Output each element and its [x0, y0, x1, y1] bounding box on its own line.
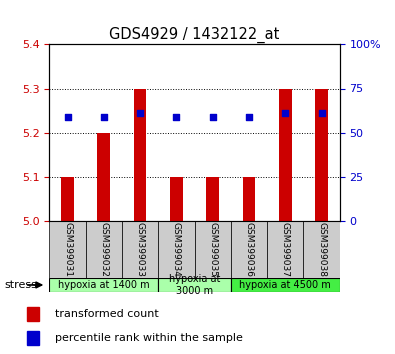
Bar: [49, 221, 86, 278]
Bar: [315, 88, 328, 221]
Text: GSM399038: GSM399038: [317, 222, 326, 277]
Bar: [61, 177, 74, 221]
Text: hypoxia at
3000 m: hypoxia at 3000 m: [169, 274, 220, 296]
Text: GSM399032: GSM399032: [99, 222, 108, 277]
Point: [246, 114, 252, 120]
Text: GSM399035: GSM399035: [208, 222, 217, 277]
Point: [64, 114, 71, 120]
Bar: [158, 278, 231, 292]
Bar: [170, 177, 183, 221]
Text: transformed count: transformed count: [55, 309, 159, 319]
Point: [173, 114, 180, 120]
Point: [209, 114, 216, 120]
Bar: [303, 221, 340, 278]
Bar: [49, 278, 158, 292]
Text: GSM399036: GSM399036: [245, 222, 254, 277]
Bar: [27, 331, 39, 345]
Bar: [134, 88, 147, 221]
Text: percentile rank within the sample: percentile rank within the sample: [55, 333, 243, 343]
Text: hypoxia at 1400 m: hypoxia at 1400 m: [58, 280, 150, 290]
Title: GDS4929 / 1432122_at: GDS4929 / 1432122_at: [109, 27, 280, 43]
Text: GSM399033: GSM399033: [135, 222, 145, 277]
Bar: [27, 307, 39, 321]
Bar: [194, 221, 231, 278]
Bar: [86, 221, 122, 278]
Bar: [231, 278, 340, 292]
Bar: [243, 177, 255, 221]
Text: GSM399034: GSM399034: [172, 222, 181, 277]
Text: GSM399037: GSM399037: [281, 222, 290, 277]
Point: [137, 110, 143, 116]
Bar: [206, 177, 219, 221]
Point: [318, 110, 325, 116]
Bar: [122, 221, 158, 278]
Bar: [279, 88, 292, 221]
Point: [101, 114, 107, 120]
Bar: [231, 221, 267, 278]
Point: [282, 110, 288, 116]
Bar: [158, 221, 194, 278]
Text: GSM399031: GSM399031: [63, 222, 72, 277]
Bar: [98, 133, 110, 221]
Text: stress: stress: [4, 280, 37, 290]
Text: hypoxia at 4500 m: hypoxia at 4500 m: [239, 280, 331, 290]
Bar: [267, 221, 303, 278]
